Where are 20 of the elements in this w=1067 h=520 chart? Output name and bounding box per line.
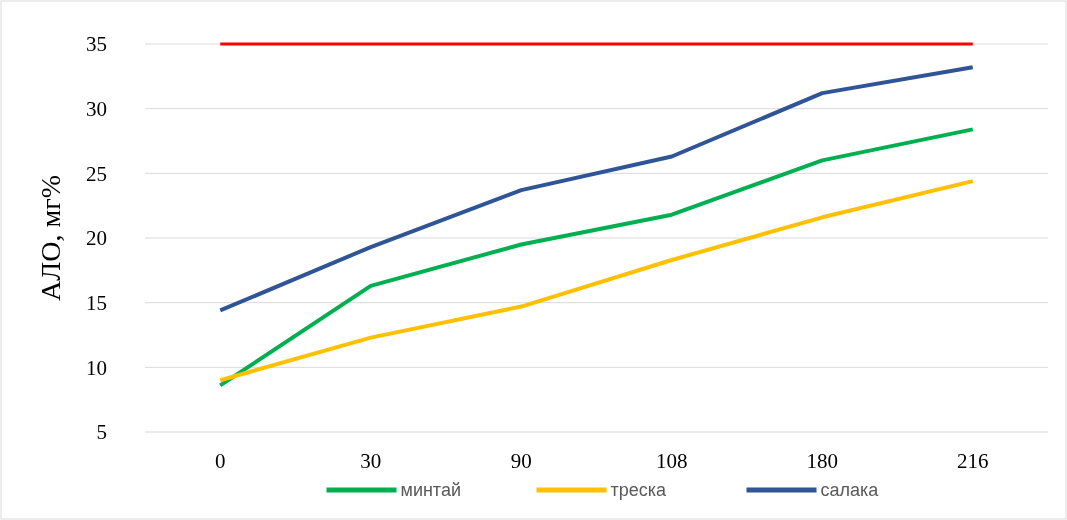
y-tick-label: 30 bbox=[86, 97, 107, 122]
x-tick-label: 0 bbox=[215, 449, 226, 473]
y-tick-label: 5 bbox=[96, 420, 107, 445]
line-series bbox=[218, 127, 975, 388]
x-tick-label: 180 bbox=[806, 449, 838, 473]
y-tick-label: 25 bbox=[86, 161, 107, 186]
legend-label: треска bbox=[610, 480, 668, 501]
x-tick-label: 90 bbox=[510, 449, 532, 473]
y-tick-label: 10 bbox=[86, 355, 107, 380]
y-tick-label: 15 bbox=[86, 291, 107, 316]
y-axis-title: АЛО, мг% bbox=[35, 175, 66, 301]
x-tick-label: 108 bbox=[656, 449, 688, 473]
line-series bbox=[218, 179, 975, 383]
y-tick-label: 35 bbox=[86, 32, 107, 57]
legend-label: минтай bbox=[400, 480, 461, 501]
y-tick-label: 20 bbox=[86, 226, 107, 251]
line-series bbox=[218, 65, 975, 313]
x-tick-label: 216 bbox=[957, 449, 989, 473]
legend-label: салака bbox=[820, 480, 880, 501]
x-tick-label: 30 bbox=[360, 449, 382, 473]
